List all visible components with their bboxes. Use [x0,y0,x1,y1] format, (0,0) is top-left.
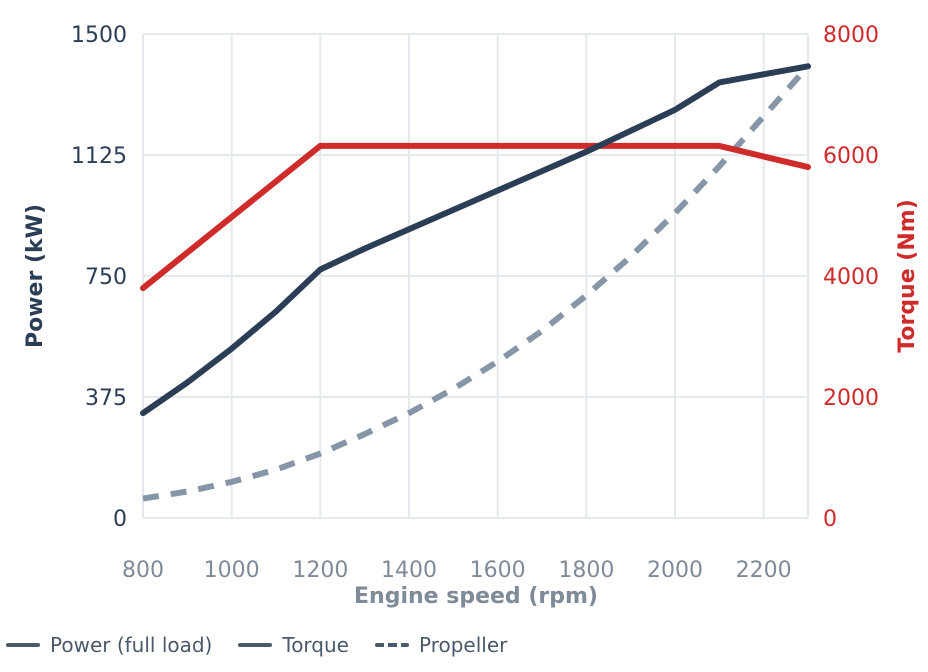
y-right-tick-label: 8000 [823,23,879,48]
x-tick-label: 2200 [736,558,792,583]
grid [142,33,809,519]
y-right-tick-label: 4000 [823,265,879,290]
legend-item-power: Power (full load) [6,633,212,657]
y-right-tick-label: 6000 [823,144,879,169]
legend-label: Power (full load) [50,633,213,657]
y-left-tick-label: 750 [85,265,127,290]
legend-label: Torque [282,633,349,657]
legend-item-propeller: Propeller [374,633,508,657]
y-left-tick-label: 1125 [71,144,127,169]
series-layer [140,63,811,502]
legend-label: Propeller [418,633,508,657]
legend-item-torque: Torque [238,633,349,657]
legend-swatch-solid [6,643,40,647]
x-tick-label: 1000 [204,558,260,583]
x-axis-title: Engine speed (rpm) [354,584,598,609]
y-left-tick-label: 1500 [71,23,127,48]
y-left-tick-label: 0 [113,507,127,532]
x-tick-label: 2000 [647,558,703,583]
tick-labels: 0 375 750 1125 1500 0 2000 4000 6000 8000 800 1000 1… [71,23,879,583]
y-left-tick-label: 375 [85,386,127,411]
propeller-line [142,64,811,502]
x-tick-label: 1600 [470,558,526,583]
torque-line [140,142,811,292]
legend-swatch-dashed [374,643,409,647]
power-line [140,63,811,417]
y-right-tick-label: 0 [823,507,837,532]
legend: Power (full load) Torque Propeller [6,633,533,657]
x-tick-label: 800 [122,558,164,583]
x-tick-label: 1800 [558,558,614,583]
legend-swatch-solid [238,643,273,647]
y-right-tick-label: 2000 [823,386,879,411]
x-tick-label: 1400 [381,558,437,583]
y-left-axis-title: Power (kW) [23,204,48,348]
x-tick-label: 1200 [292,558,348,583]
y-right-axis-title: Torque (Nm) [895,199,920,352]
